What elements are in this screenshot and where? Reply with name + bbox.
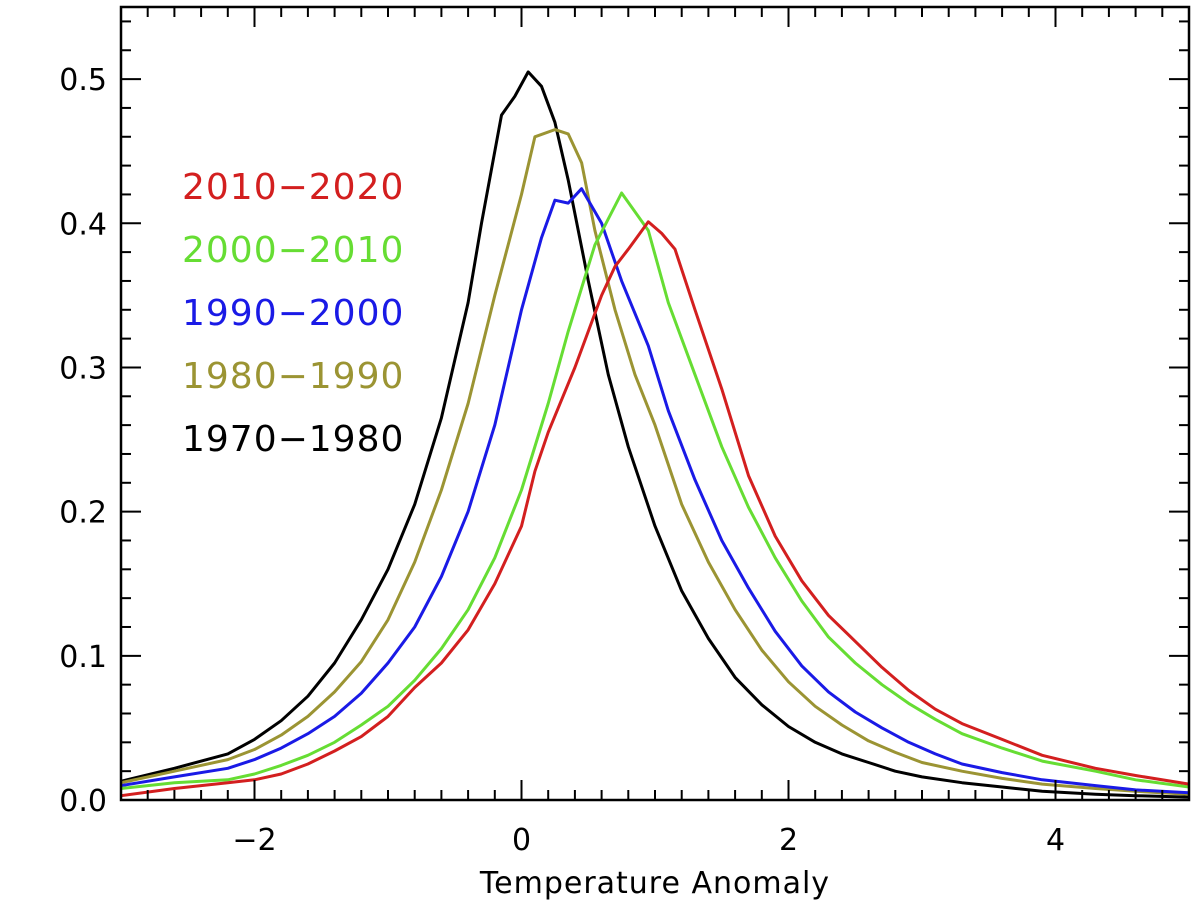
y-tick-label: 0.3 xyxy=(59,351,107,386)
series-line-1980-1990 xyxy=(120,128,1190,796)
axis-layer: −2 0 2 4 0.0 0.1 0.2 0.3 0.4 0.5 xyxy=(59,5,1191,858)
x-tick-label: 2 xyxy=(779,823,798,858)
legend: 2010−2020 2000−2010 1990−2000 1980−1990 1970… xyxy=(182,167,404,460)
legend-entry: 2000−2010 xyxy=(182,230,404,271)
legend-entry: 1990−2000 xyxy=(182,293,404,334)
x-axis-title: Temperature Anomaly xyxy=(479,866,830,901)
y-tick-label: 0.0 xyxy=(59,784,107,819)
series-layer xyxy=(120,70,1190,799)
y-tick-label: 0.5 xyxy=(59,63,107,98)
x-tick-label: 4 xyxy=(1046,823,1065,858)
x-tick-label: 0 xyxy=(512,823,531,858)
series-line-1990-2000 xyxy=(120,187,1190,795)
series-line-2000-2010 xyxy=(120,191,1190,790)
legend-entry: 1980−1990 xyxy=(182,356,404,397)
series-line-2010-2020 xyxy=(120,220,1190,798)
y-tick-label: 0.1 xyxy=(59,640,107,675)
legend-entry: 2010−2020 xyxy=(182,167,404,208)
legend-entry: 1970−1980 xyxy=(182,419,404,460)
y-tick-label: 0.2 xyxy=(59,496,107,531)
series-line-1970-1980 xyxy=(120,70,1190,799)
plot-frame xyxy=(119,5,1191,802)
y-tick-label: 0.4 xyxy=(59,207,107,242)
x-tick-label: −2 xyxy=(232,823,276,858)
